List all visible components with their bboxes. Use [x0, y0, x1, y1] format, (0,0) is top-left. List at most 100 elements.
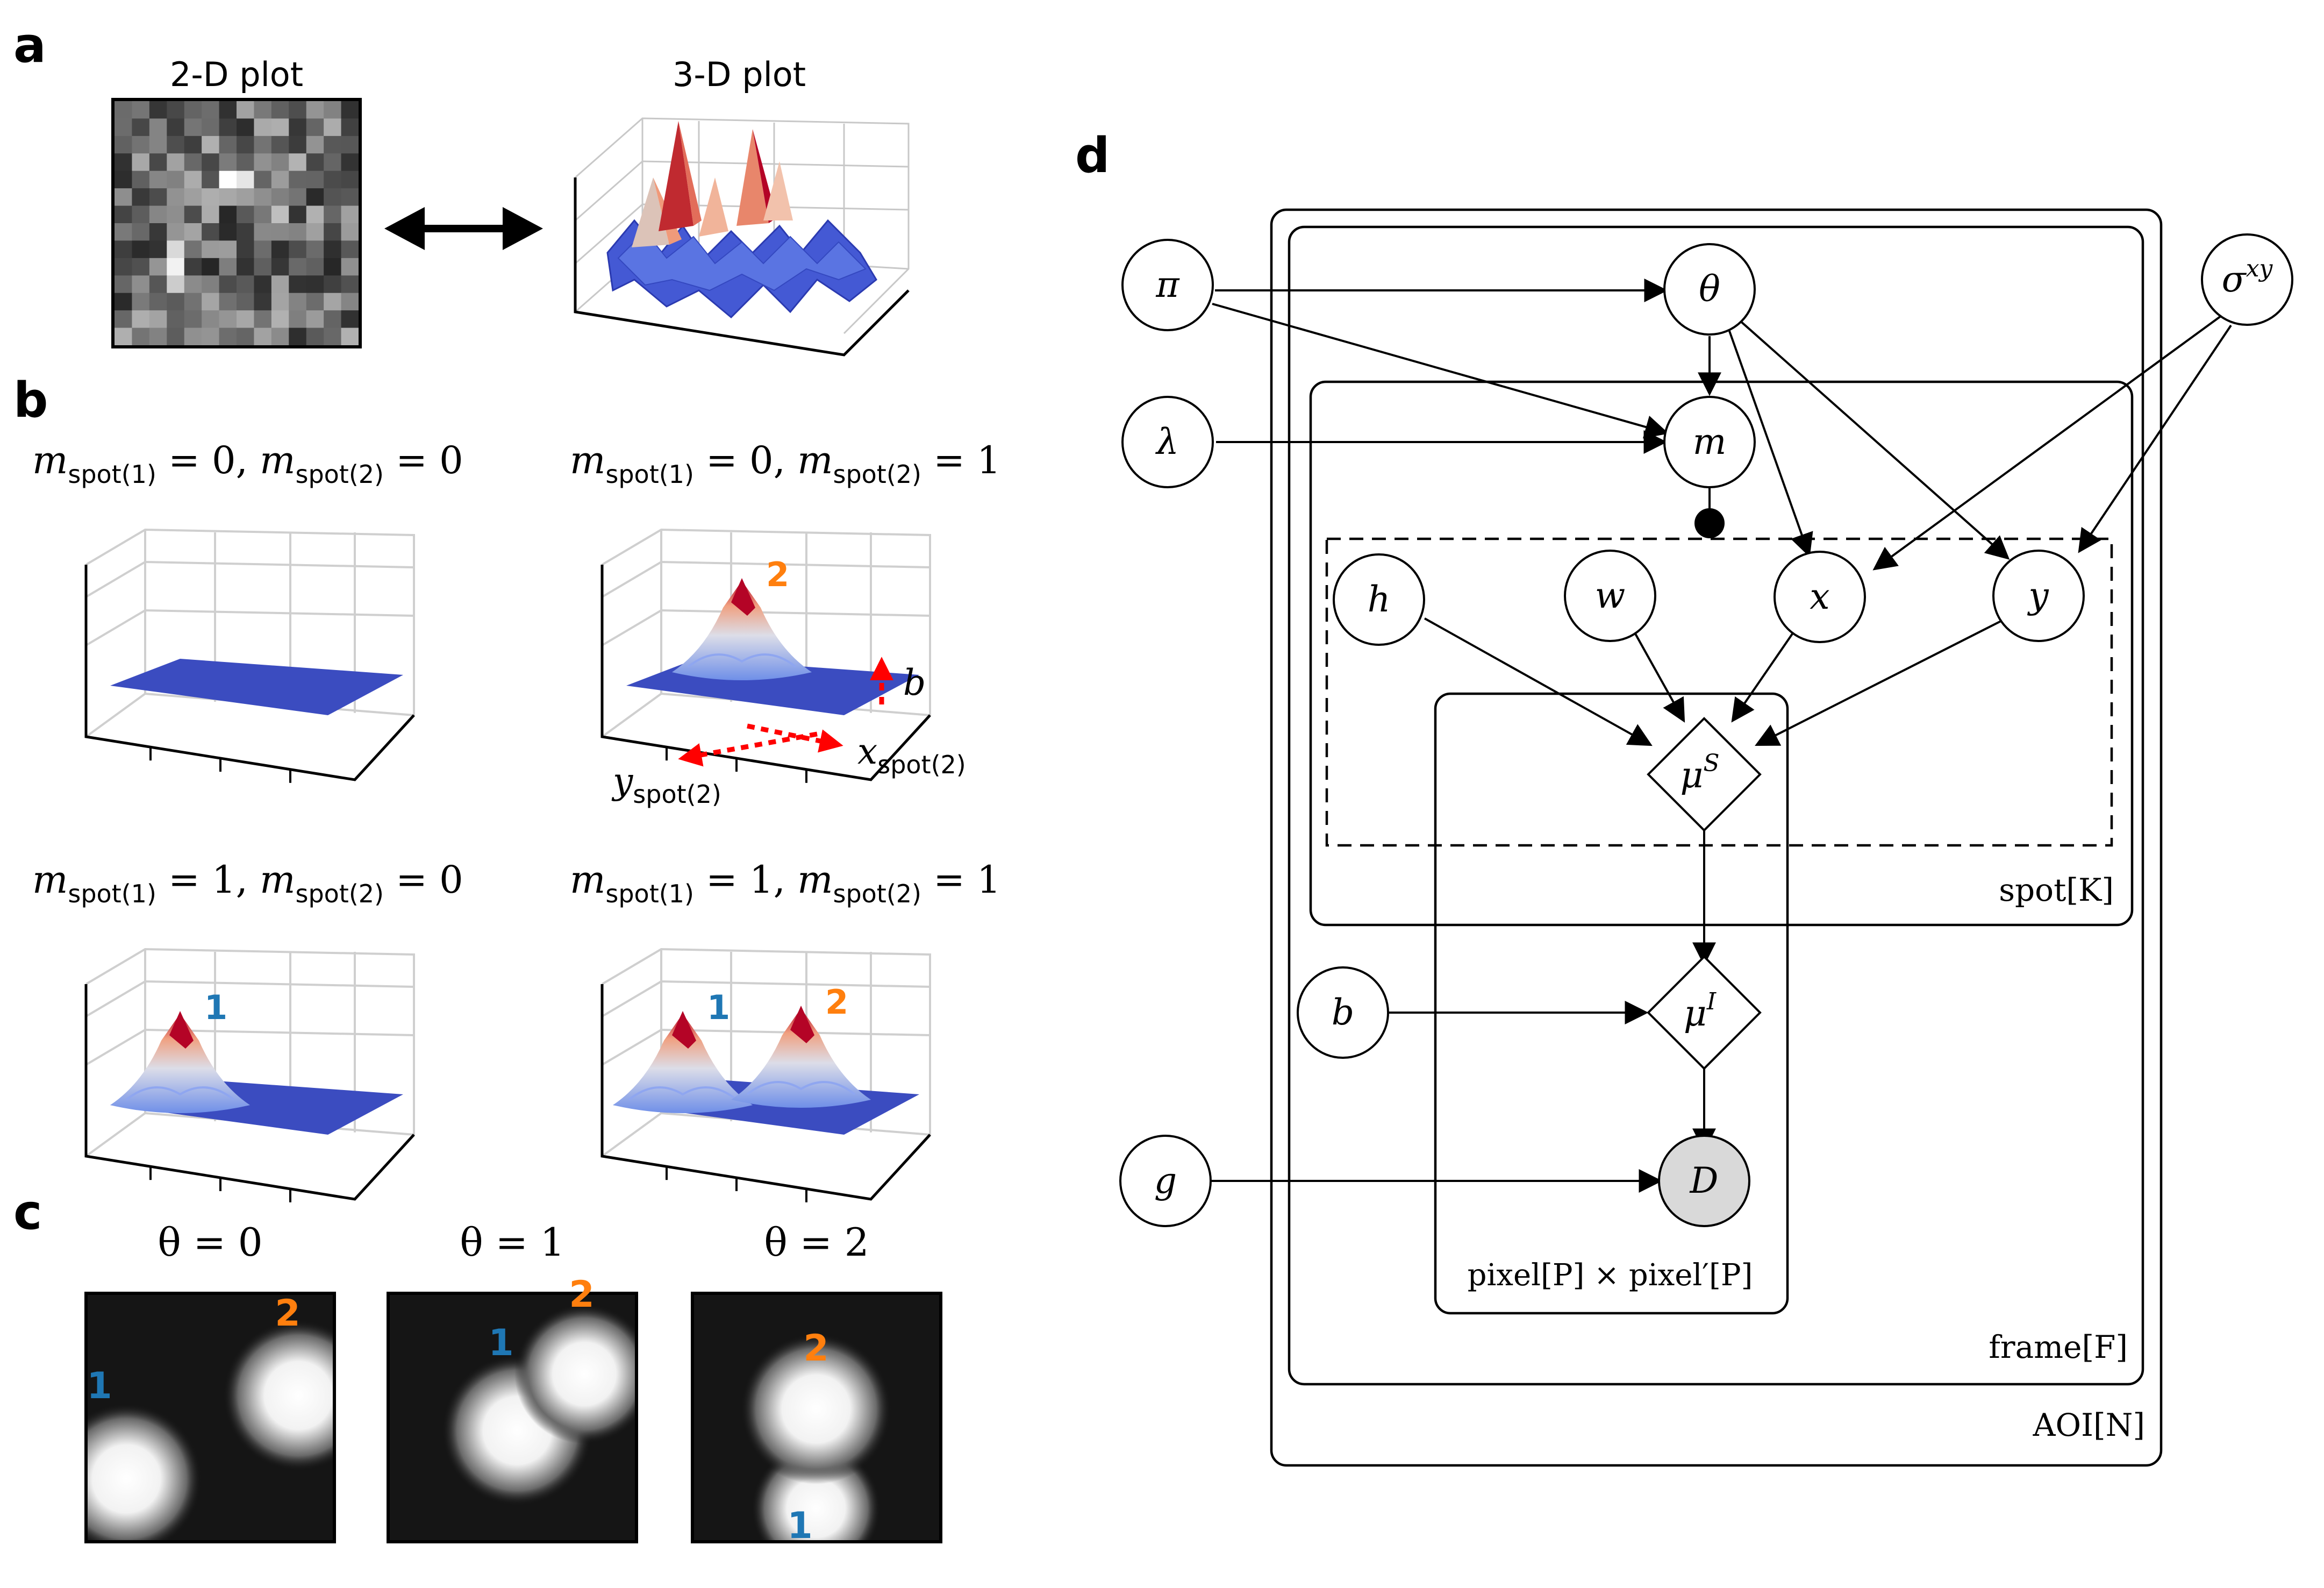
noise-pixel [237, 223, 255, 241]
noise-pixel [341, 223, 359, 241]
plate-spot-params-dashed [1325, 537, 2113, 847]
noise-pixel [324, 170, 342, 189]
noise-pixel [237, 136, 255, 154]
noise-pixel [271, 188, 289, 206]
noise-pixel [254, 275, 272, 294]
condition-title: mspot(1) = 0, mspot(2) = 1 [570, 438, 1001, 489]
panel-a: a 2-D plot 3-D plot [13, 17, 910, 357]
noise-pixel [324, 293, 342, 311]
svg-text:μI: μI [1684, 988, 1717, 1034]
noise-pixel [219, 118, 237, 137]
noise-pixel [237, 101, 255, 119]
noise-pixel [237, 310, 255, 329]
svg-text:π: π [1155, 264, 1180, 305]
noisy-2d-image [115, 101, 359, 346]
noise-pixel [202, 310, 220, 329]
noise-pixel [271, 310, 289, 329]
svg-text:λ: λ [1155, 421, 1179, 462]
noise-pixel [184, 293, 202, 311]
noise-pixel [132, 118, 150, 137]
noise-pixel [254, 240, 272, 259]
noise-pixel [219, 136, 237, 154]
spot-image: θ = 2 2 1 [691, 1220, 942, 1547]
noise-pixel [341, 170, 359, 189]
edge-sigma-x [1872, 314, 2224, 571]
spot-number-label: 1 [787, 1505, 812, 1547]
noise-pixel [184, 170, 202, 189]
noise-pixel [289, 136, 307, 154]
noise-pixel [341, 258, 359, 276]
svg-text:θ: θ [1699, 268, 1720, 310]
panel-letter-b: b [13, 372, 48, 429]
noise-pixel [324, 205, 342, 224]
noise-pixel [237, 188, 255, 206]
noise-pixel [341, 293, 359, 311]
spot-image: θ = 0 1 2 [84, 1220, 336, 1543]
noise-pixel [306, 136, 324, 154]
x-arrow-icon [747, 723, 843, 753]
noise-pixel [149, 205, 167, 224]
edge-w-muS [1633, 631, 1685, 723]
noise-pixel [219, 223, 237, 241]
noise-pixel [132, 258, 150, 276]
svg-text:μS: μS [1680, 750, 1719, 796]
node-m: m [1663, 396, 1756, 488]
noise-pixel [202, 118, 220, 137]
background-plane [110, 659, 403, 715]
noise-pixel [132, 153, 150, 172]
edge-y-muS [1755, 620, 2001, 746]
noise-pixel [254, 205, 272, 224]
node-theta: θ [1663, 243, 1756, 336]
noise-pixel [341, 153, 359, 172]
noise-pixel [289, 153, 307, 172]
noise-pixel [237, 327, 255, 346]
noise-pixel [132, 275, 150, 294]
noise-pixel [149, 240, 167, 259]
svg-text:x: x [1810, 576, 1829, 617]
noise-pixel [115, 153, 133, 172]
noise-pixel [167, 258, 185, 276]
noise-pixel [219, 327, 237, 346]
noise-pixel [324, 118, 342, 137]
noise-pixel [341, 275, 359, 294]
noise-pixel [237, 258, 255, 276]
noise-pixel [149, 188, 167, 206]
noise-pixel [271, 223, 289, 241]
noise-pixel [341, 188, 359, 206]
noise-pixel [324, 223, 342, 241]
noise-pixel [202, 188, 220, 206]
noise-pixel [306, 205, 324, 224]
noise-pixel [306, 170, 324, 189]
noise-pixel [254, 327, 272, 346]
noise-pixel [289, 118, 307, 137]
spot-number-label: 2 [803, 1327, 828, 1370]
noise-pixel [202, 240, 220, 259]
noise-pixel [184, 240, 202, 259]
noise-pixel [115, 275, 133, 294]
gate-dot [1694, 508, 1725, 538]
noise-pixel [324, 240, 342, 259]
noise-pixel [254, 223, 272, 241]
spot-peak: 2 [731, 982, 871, 1108]
noise-pixel [115, 223, 133, 241]
edge-x-muS [1731, 628, 1797, 723]
noise-pixel [132, 310, 150, 329]
noise-pixel [289, 327, 307, 346]
condition-title: mspot(1) = 0, mspot(2) = 0 [32, 438, 463, 489]
annot-b-label: b [903, 662, 926, 703]
noise-pixel [237, 153, 255, 172]
edge-pi-m [1212, 303, 1669, 439]
node-muS: μS [1647, 717, 1762, 832]
noise-pixel [149, 310, 167, 329]
spot-peak: 2 [672, 555, 812, 680]
noise-pixel [202, 275, 220, 294]
noise-pixel [149, 170, 167, 189]
noise-pixel [202, 327, 220, 346]
noise-pixel [115, 293, 133, 311]
noise-pixel [202, 258, 220, 276]
noisy-3d-surface [574, 117, 910, 357]
noise-pixel [219, 101, 237, 119]
spot-number-label: 1 [204, 988, 227, 1027]
noise-pixel [341, 118, 359, 137]
node-w: w [1564, 550, 1656, 642]
